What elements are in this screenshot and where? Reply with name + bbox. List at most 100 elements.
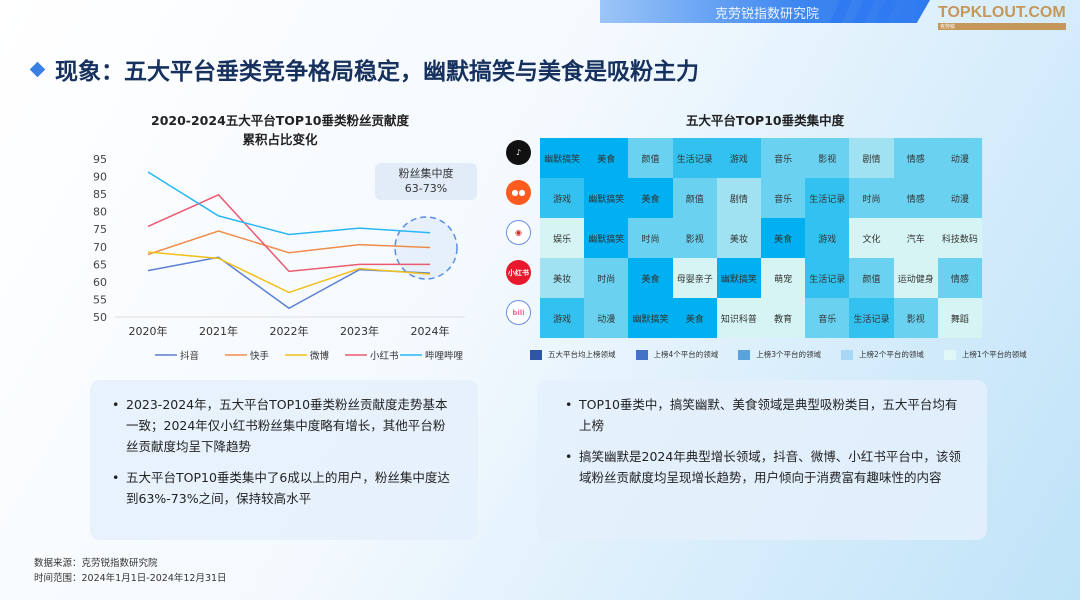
y-tick-label: 75 <box>93 223 107 236</box>
heatmap-cell: 美食 <box>628 258 673 298</box>
series-line-1 <box>147 230 431 256</box>
heatmap-cell: 颜值 <box>672 178 717 218</box>
xiaohongshu-icon: 小红书 <box>506 260 531 285</box>
legend-label: 微博 <box>310 350 330 362</box>
heatmap-cell: 美食 <box>761 218 806 258</box>
weibo-icon: ◉ <box>506 220 531 245</box>
heatmap-cell: 知识科普 <box>716 298 761 338</box>
legend-swatch <box>943 349 956 360</box>
heatmap-cell: 游戏 <box>540 298 585 338</box>
y-tick-label: 80 <box>93 206 107 219</box>
org-name: 克劳锐指数研究院 <box>715 7 820 22</box>
heatmap-cell: 幽默搞笑 <box>540 138 585 178</box>
right-insights: TOP10垂类中，搞笑幽默、美食领域是典型吸粉类目，五大平台均有上榜 搞笑幽默是… <box>537 380 987 540</box>
legend-label: 上榜1个平台的领域 <box>961 350 1027 359</box>
legend-swatch <box>635 349 648 360</box>
x-tick-label: 2024年 <box>411 324 450 338</box>
insight-item: 搞笑幽默是2024年典型增长领域，抖音、微博、小红书平台中，该领域粉丝贡献度均呈… <box>565 446 965 488</box>
legend-label: 快手 <box>250 350 270 362</box>
heatmap-cell: 萌宠 <box>761 258 806 298</box>
y-tick-label: 60 <box>93 276 107 289</box>
legend-item: 上榜4个平台的领域 <box>635 349 718 360</box>
legend-item: 五大平台均上榜领域 <box>530 349 616 360</box>
legend-item: 上榜1个平台的领域 <box>943 349 1027 360</box>
x-tick-label: 2022年 <box>270 324 309 338</box>
legend-item: 上榜2个平台的领域 <box>841 349 924 360</box>
series-line-4 <box>147 171 431 236</box>
heatmap-cell: 影视 <box>893 298 938 338</box>
heatmap-cell: 美食 <box>584 138 629 178</box>
douyin-icon: ♪ <box>506 140 531 165</box>
heatmap-cell: 幽默搞笑 <box>628 298 673 338</box>
heatmap-cell: 美妆 <box>540 258 585 298</box>
left-insights: 2023-2024年，五大平台TOP10垂类粉丝贡献度走势基本一致；2024年仅… <box>90 380 478 540</box>
heatmap-cell: 动漫 <box>937 178 982 218</box>
legend-label: 五大平台均上榜领域 <box>548 350 616 359</box>
x-tick-label: 2021年 <box>199 324 238 338</box>
page-title: 现象：五大平台垂类竞争格局稳定，幽默搞笑与美食是吸粉主力 <box>29 52 699 86</box>
heatmap-cell: 时尚 <box>849 178 894 218</box>
legend-item: 上榜3个平台的领域 <box>738 349 821 360</box>
heatmap-cell: 生活记录 <box>672 138 717 178</box>
heatmap-cell: 颜值 <box>628 138 673 178</box>
heatmap-cell: 生活记录 <box>805 178 850 218</box>
heatmap-cell: 时尚 <box>584 258 629 298</box>
heatmap-cell: 娱乐 <box>540 218 585 258</box>
heatmap-cell: 音乐 <box>805 298 850 338</box>
heatmap-grid: 幽默搞笑 美食 颜值 生活记录 游戏 音乐 影视 剧情 情感 动漫 游戏 幽默搞笑 美食 颜值 剧情 音乐 生活… <box>540 138 982 338</box>
bilibili-icon: bili <box>506 300 531 325</box>
y-tick-label: 95 <box>93 153 107 166</box>
heatmap-cell: 剧情 <box>849 138 894 178</box>
legend-label: 小红书 <box>370 350 399 362</box>
heatmap-cell: 动漫 <box>584 298 629 338</box>
heatmap-cell: 舞蹈 <box>937 298 982 338</box>
heatmap-cell: 幽默搞笑 <box>584 218 629 258</box>
kuaishou-icon: ●● <box>506 180 531 205</box>
heatmap-cell: 汽车 <box>893 218 938 258</box>
legend-swatch <box>841 349 854 360</box>
y-tick-label: 90 <box>93 171 107 184</box>
y-tick-label: 65 <box>93 258 107 271</box>
heatmap-cell: 科技数码 <box>937 218 982 258</box>
y-tick-label: 85 <box>93 188 107 201</box>
heatmap-cell: 情感 <box>893 138 938 178</box>
heatmap-cell: 生活记录 <box>805 258 850 298</box>
legend-swatch <box>738 349 751 360</box>
y-tick-label: 55 <box>93 293 107 306</box>
heatmap-cell: 影视 <box>805 138 850 178</box>
legend-label: 抖音 <box>180 350 199 362</box>
heatmap-cell: 幽默搞笑 <box>716 258 761 298</box>
brand-logo: TOPKLOUT.COM 克劳锐 <box>938 4 1066 30</box>
heatmap-cell: 游戏 <box>540 178 585 218</box>
insight-item: TOP10垂类中，搞笑幽默、美食领域是典型吸粉类目，五大平台均有上榜 <box>565 394 965 436</box>
y-tick-label: 70 <box>93 241 107 254</box>
heatmap-cell: 教育 <box>761 298 806 338</box>
line-chart-title: 2020-2024五大平台TOP10垂类粉丝贡献度 累积占比变化 <box>151 113 409 147</box>
heatmap-cell: 音乐 <box>761 138 806 178</box>
insight-item: 五大平台TOP10垂类集中了6成以上的用户，粉丝集中度达到63%-73%之间，保… <box>112 467 456 509</box>
heatmap-cell: 生活记录 <box>849 298 894 338</box>
insight-item: 2023-2024年，五大平台TOP10垂类粉丝贡献度走势基本一致；2024年仅… <box>112 394 456 457</box>
heatmap-cell: 幽默搞笑 <box>584 178 629 218</box>
x-tick-label: 2020年 <box>129 324 168 338</box>
heatmap-cell: 运动健身 <box>893 258 938 298</box>
heatmap-cell: 音乐 <box>761 178 806 218</box>
heatmap-cell: 时尚 <box>628 218 673 258</box>
legend-label: 哔哩哔哩 <box>425 351 464 362</box>
heatmap-cell: 文化 <box>849 218 894 258</box>
heatmap-title: 五大平台TOP10垂类集中度 <box>685 113 845 128</box>
legend-label: 上榜3个平台的领域 <box>756 350 822 359</box>
legend-swatch <box>530 349 542 360</box>
y-tick-label: 50 <box>93 311 107 324</box>
heatmap-legend: 五大平台均上榜领域 上榜4个平台的领域 上榜3个平台的领域 上榜2个平台的领域 上榜1个… <box>530 349 1027 360</box>
heatmap-cell: 美食 <box>672 298 717 338</box>
footer-source: 数据来源：克劳锐指数研究院 时间范围：2024年1月1日-2024年12月31日 <box>34 558 227 584</box>
series-line-3 <box>147 193 430 273</box>
legend-label: 上榜2个平台的领域 <box>859 350 924 359</box>
heatmap-cell: 剧情 <box>716 178 761 218</box>
heatmap-cell: 美妆 <box>716 218 761 258</box>
concentration-annotation: 粉丝集中度 63-73% <box>375 163 477 200</box>
line-chart: 50 55 60 65 70 75 80 85 90 95 2020年 2021年 2022年 2023年… <box>93 153 465 362</box>
heatmap-cell: 颜值 <box>849 258 894 298</box>
heatmap-cell: 游戏 <box>805 218 850 258</box>
